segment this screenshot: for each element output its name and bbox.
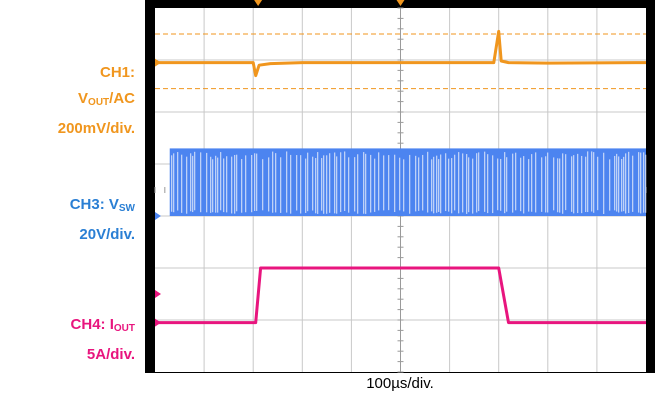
oscilloscope-screen bbox=[145, 0, 655, 373]
timebase-label: 100µs/div. bbox=[366, 375, 434, 392]
ch4-ground-marker bbox=[155, 318, 161, 327]
ch4-label-signal: CH4: IOUT bbox=[70, 316, 135, 334]
ch1-ground-marker bbox=[155, 58, 161, 67]
trigger-position-marker bbox=[396, 0, 405, 6]
ch1-label-signal: VOUT/AC bbox=[78, 90, 135, 108]
ch3-ground-marker bbox=[155, 212, 161, 220]
ch1-label: CH1: VOUT/AC 200mV/div. bbox=[58, 60, 135, 142]
ch3-label: CH3: VSW 20V/div. bbox=[70, 192, 135, 248]
ch1-trace bbox=[155, 29, 647, 78]
ch3-trace-band bbox=[169, 148, 647, 216]
ch4-trace bbox=[155, 266, 646, 325]
ch4-trigger-level-marker bbox=[155, 290, 161, 298]
ch3-label-scale: 20V/div. bbox=[79, 226, 135, 243]
trigger-marker bbox=[254, 0, 263, 6]
ch1-label-name: CH1: bbox=[99, 64, 135, 81]
markers bbox=[155, 0, 405, 327]
ch4-label: CH4: IOUT 5A/div. bbox=[71, 312, 135, 368]
traces bbox=[155, 29, 647, 325]
ch1-label-scale: 200mV/div. bbox=[57, 120, 135, 137]
ch3-label-signal: CH3: VSW bbox=[69, 196, 135, 214]
ch4-label-scale: 5A/div. bbox=[86, 346, 135, 363]
